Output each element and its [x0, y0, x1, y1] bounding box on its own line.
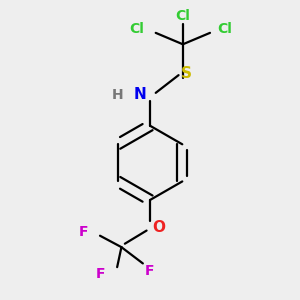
- Text: S: S: [181, 66, 192, 81]
- Text: Cl: Cl: [130, 22, 145, 36]
- Text: O: O: [152, 220, 165, 236]
- Text: H: H: [111, 88, 123, 102]
- Text: N: N: [134, 87, 146, 102]
- Text: F: F: [79, 225, 88, 239]
- Text: Cl: Cl: [217, 22, 232, 36]
- Text: Cl: Cl: [176, 9, 190, 23]
- Text: F: F: [96, 267, 106, 281]
- Text: F: F: [145, 264, 155, 278]
